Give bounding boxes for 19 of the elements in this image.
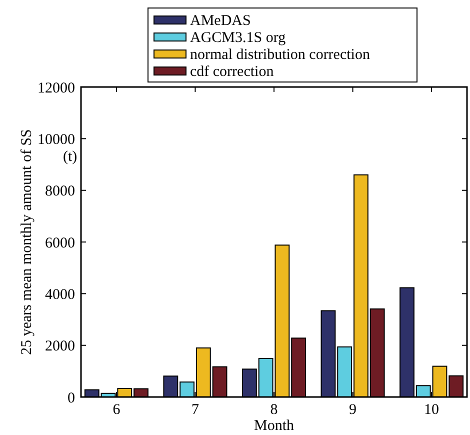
- x-tick-label: 6: [112, 402, 121, 418]
- y-tick-label: 2000: [45, 338, 75, 355]
- y-tick-label: 6000: [45, 235, 75, 252]
- y-tick-label: 4000: [45, 286, 75, 303]
- y-tick-label: 12000: [38, 80, 75, 96]
- text: (t): [63, 149, 78, 165]
- x-tick-label: 9: [349, 402, 357, 418]
- y-tick-label: 0: [68, 390, 75, 406]
- y-tick-label: 10000: [38, 132, 75, 148]
- x-tick-label: 10: [424, 402, 440, 418]
- legend-label: AMeDAS: [190, 13, 251, 29]
- x-tick-label: 8: [270, 402, 278, 418]
- y-axis-title: 25 years mean monthly amount of SS: [19, 129, 35, 355]
- x-tick-label: 7: [191, 402, 200, 418]
- legend-label: cdf correction: [190, 64, 274, 80]
- y-tick-label: 8000: [45, 184, 75, 200]
- legend-label: AGCM3.1S org: [190, 30, 286, 46]
- legend-label: normal distribution correction: [190, 47, 370, 63]
- x-axis-title: Month: [254, 418, 294, 434]
